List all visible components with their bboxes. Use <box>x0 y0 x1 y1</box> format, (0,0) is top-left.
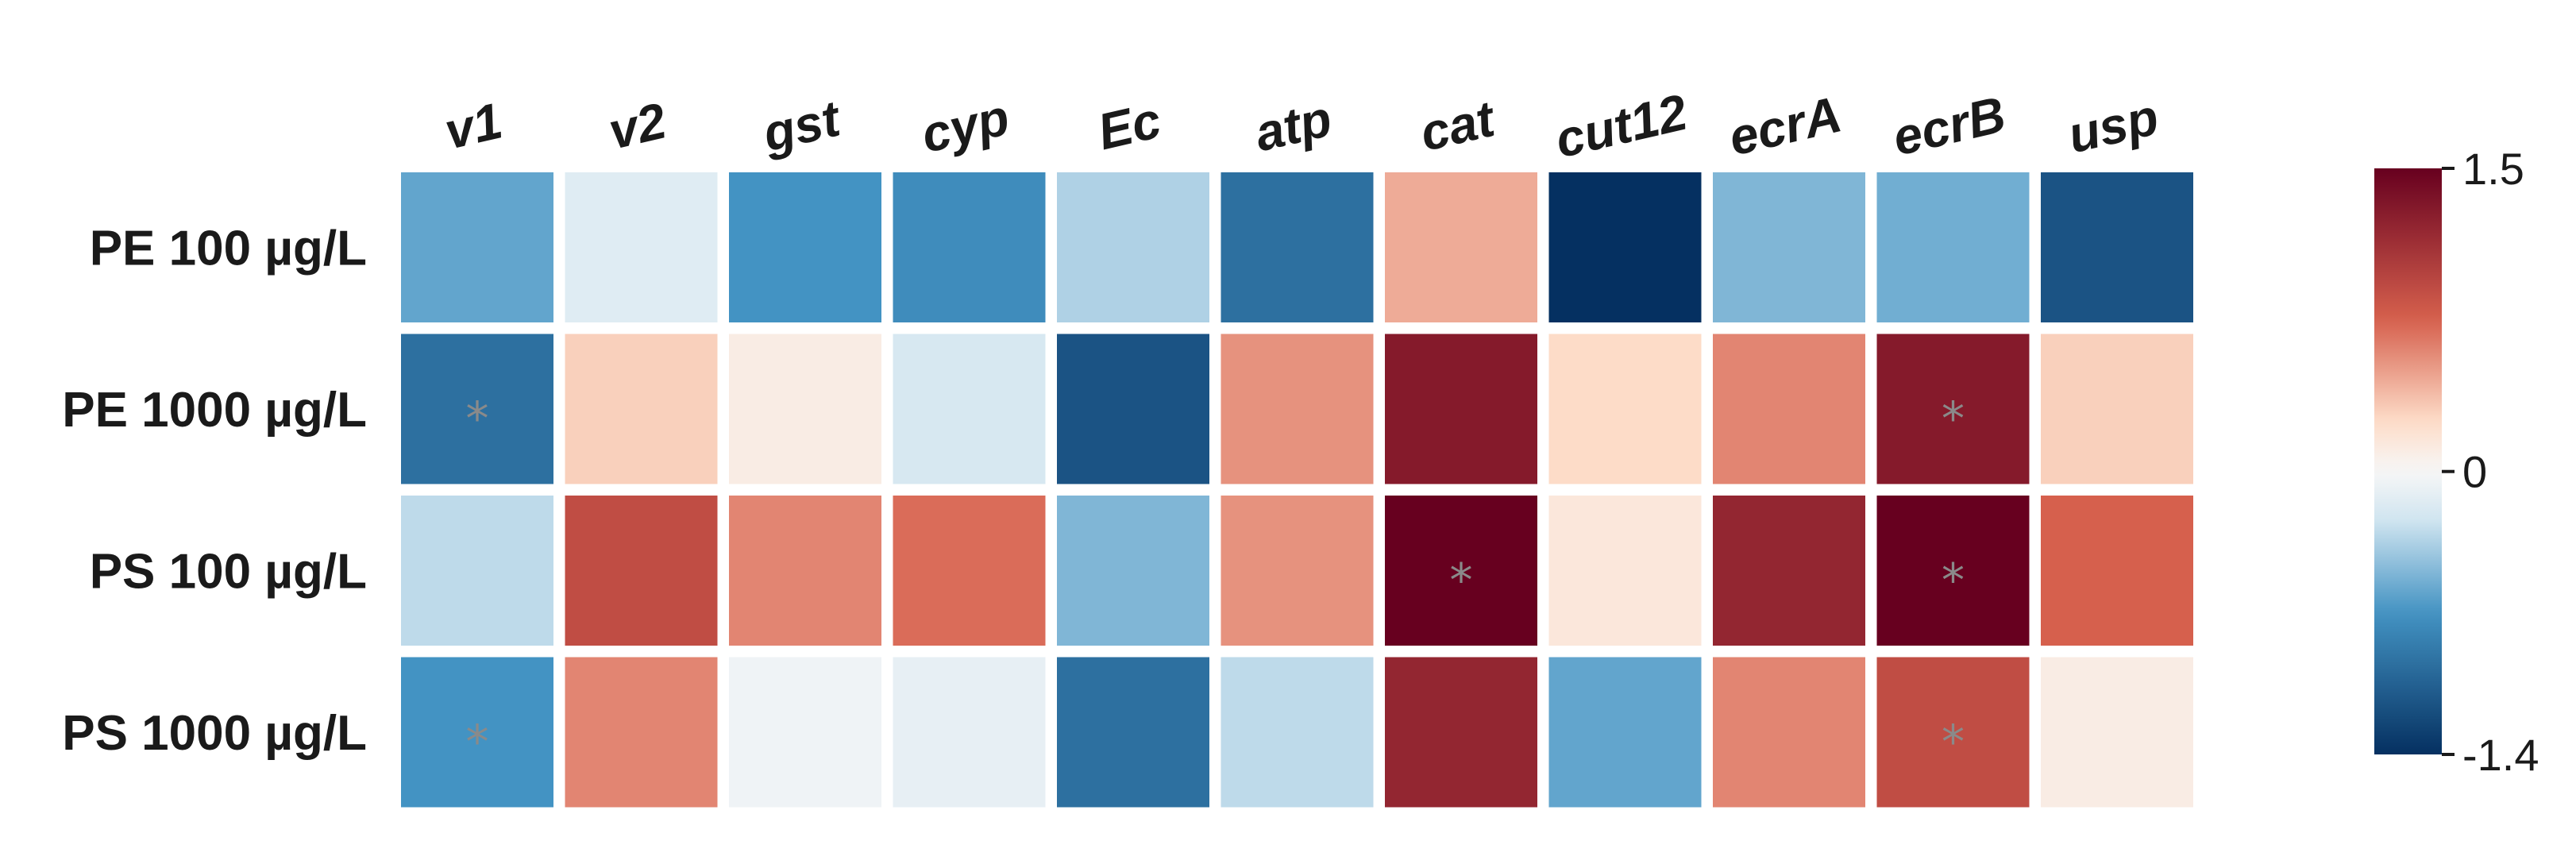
heatmap-cell-r0-c2 <box>729 172 881 322</box>
heatmap-cells <box>401 172 2193 808</box>
heatmap-cell-r2-c0 <box>401 496 553 646</box>
column-label-usp: usp <box>2063 88 2164 164</box>
heatmap-cell-r3-c2 <box>729 657 881 808</box>
heatmap-cell-r1-c9 <box>1876 334 2030 484</box>
heatmap-cell-r3-c7 <box>1548 657 1702 808</box>
heatmap-cell-r3-c9 <box>1876 657 2030 808</box>
heatmap-cell-r3-c4 <box>1057 657 1209 808</box>
heatmap-cell-r3-c1 <box>565 657 718 808</box>
significance-mark-r3-c0: * <box>466 715 489 769</box>
heatmap-cell-r0-c1 <box>565 172 718 322</box>
heatmap-cell-r0-c10 <box>2041 172 2193 322</box>
heatmap-cell-r2-c2 <box>729 496 881 646</box>
row-label-2: PS 100 µg/L <box>90 545 367 600</box>
column-label-gst: gst <box>757 89 846 163</box>
heatmap-cell-r2-c1 <box>565 496 718 646</box>
row-label-3: PS 1000 µg/L <box>62 706 367 761</box>
heatmap-cell-r1-c4 <box>1057 334 1209 484</box>
heatmap-cell-r3-c10 <box>2041 657 2193 808</box>
column-label-v2: v2 <box>604 91 672 160</box>
heatmap-cell-r0-c7 <box>1548 172 1702 322</box>
significance-mark-r3-c9: * <box>1942 715 1965 769</box>
heatmap-cell-r2-c6 <box>1385 496 1537 646</box>
heatmap-cell-r1-c5 <box>1221 334 1374 484</box>
column-label-cut12: cut12 <box>1550 83 1692 169</box>
row-label-0: PE 100 µg/L <box>90 222 367 276</box>
colorbar-tick-label-1: 0 <box>2462 447 2487 497</box>
column-label-atp: atp <box>1250 90 1337 163</box>
colorbar-tick-label-0: 1.5 <box>2462 144 2524 194</box>
heatmap-cell-r3-c6 <box>1385 657 1537 808</box>
colorbar-tick-label-2: -1.4 <box>2462 730 2539 780</box>
colorbar: 1.5 0 -1.4 <box>2374 144 2539 780</box>
heatmap-cell-r2-c3 <box>893 496 1046 646</box>
column-label-ec: Ec <box>1093 91 1166 161</box>
column-label-v1: v1 <box>439 91 507 160</box>
column-label-ecrb: ecrB <box>1888 85 2011 166</box>
heatmap-cell-r2-c7 <box>1548 496 1702 646</box>
heatmap-cell-r1-c10 <box>2041 334 2193 484</box>
heatmap-cell-r3-c3 <box>893 657 1046 808</box>
heatmap-cell-r3-c0 <box>401 657 553 808</box>
heatmap-cell-r1-c0 <box>401 334 553 484</box>
heatmap-cell-r3-c5 <box>1221 657 1374 808</box>
heatmap-cell-r0-c8 <box>1713 172 1865 322</box>
significance-marks: * * * * * * <box>466 392 1965 769</box>
heatmap-cell-r1-c8 <box>1713 334 1865 484</box>
column-label-cat: cat <box>1415 89 1502 162</box>
heatmap-cell-r1-c3 <box>893 334 1046 484</box>
heatmap-cell-r1-c7 <box>1548 334 1702 484</box>
heatmap-cell-r1-c1 <box>565 334 718 484</box>
column-labels: v1 v2 gst cyp Ec atp cat cut12 ecrA ecrB usp <box>439 83 2163 169</box>
row-labels: PE 100 µg/L PE 1000 µg/L PS 100 µg/L PS 100… <box>62 222 367 762</box>
heatmap-cell-r0-c6 <box>1385 172 1537 322</box>
heatmap-cell-r2-c4 <box>1057 496 1209 646</box>
heatmap-cell-r2-c10 <box>2041 496 2193 646</box>
heatmap-cell-r0-c0 <box>401 172 553 322</box>
column-label-ecra: ecrA <box>1724 85 1847 166</box>
heatmap-cell-r3-c8 <box>1713 657 1865 808</box>
significance-mark-r1-c9: * <box>1942 392 1965 446</box>
heatmap-cell-r2-c8 <box>1713 496 1865 646</box>
column-label-cyp: cyp <box>916 88 1015 164</box>
heatmap-cell-r2-c9 <box>1876 496 2030 646</box>
heatmap-cell-r1-c2 <box>729 334 881 484</box>
heatmap-cell-r0-c5 <box>1221 172 1374 322</box>
heatmap-cell-r0-c9 <box>1876 172 2030 322</box>
significance-mark-r2-c6: * <box>1450 554 1473 608</box>
heatmap-cell-r2-c5 <box>1221 496 1374 646</box>
significance-mark-r1-c0: * <box>466 392 489 446</box>
heatmap-cell-r1-c6 <box>1385 334 1537 484</box>
heatmap-cell-r0-c3 <box>893 172 1046 322</box>
heatmap-cell-r0-c4 <box>1057 172 1209 322</box>
colorbar-gradient <box>2374 168 2442 754</box>
significance-mark-r2-c9: * <box>1942 554 1965 608</box>
row-label-1: PE 1000 µg/L <box>62 383 367 438</box>
